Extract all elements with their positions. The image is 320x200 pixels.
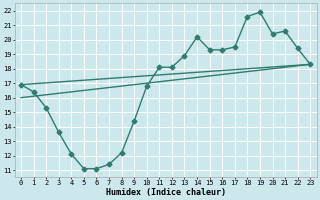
- X-axis label: Humidex (Indice chaleur): Humidex (Indice chaleur): [106, 188, 226, 197]
